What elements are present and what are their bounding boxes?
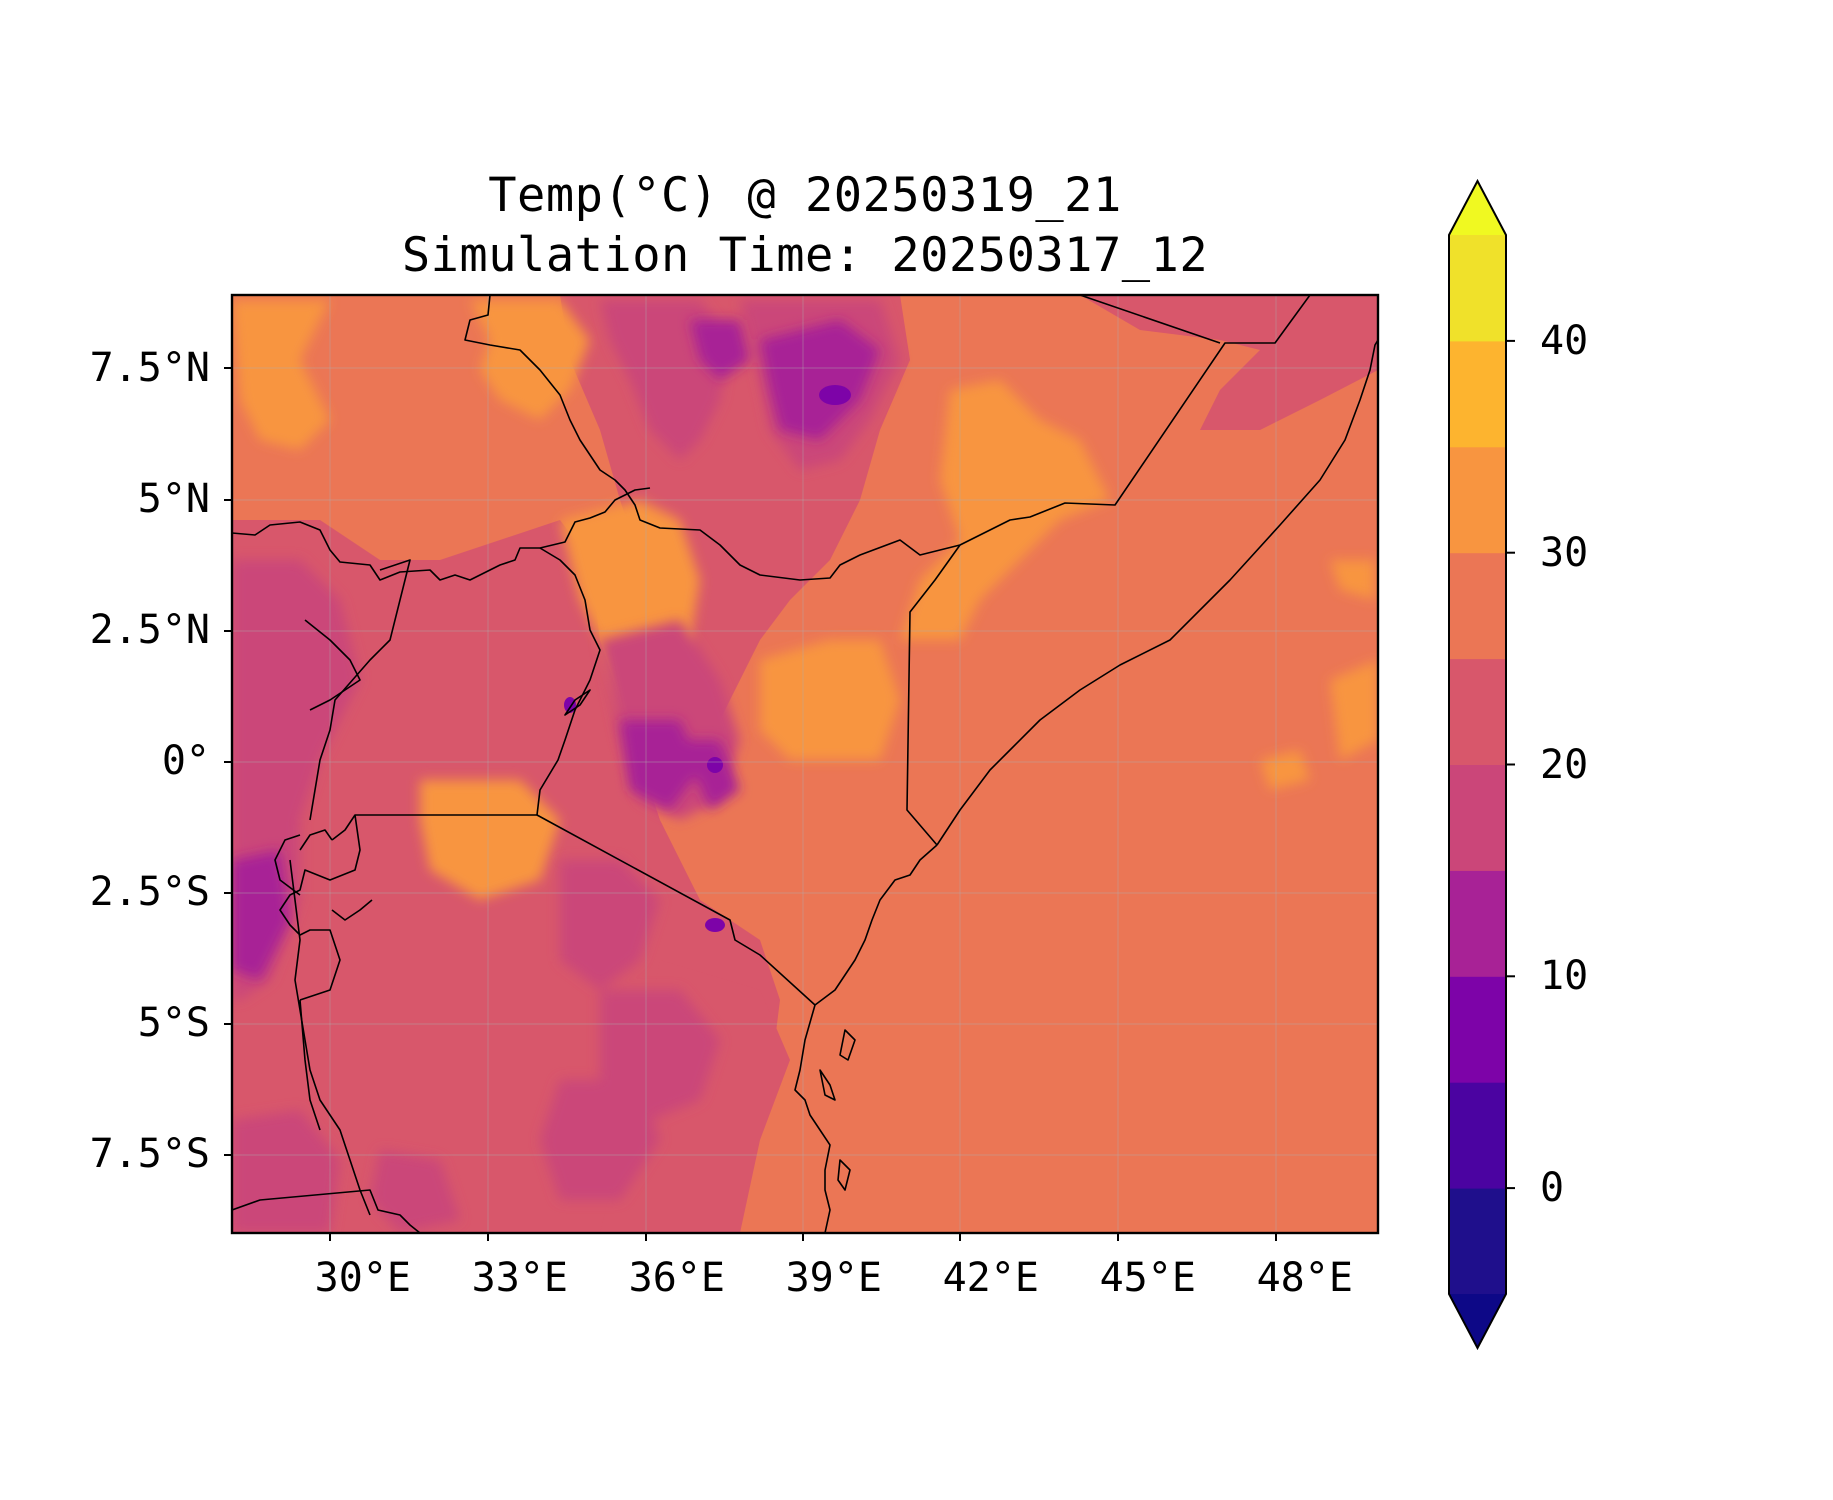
lat-tick-label: 2.5°S	[89, 869, 210, 916]
lat-tick-label: 2.5°N	[89, 607, 210, 654]
colorbar-segment	[1449, 764, 1506, 871]
colorbar-tick-label: 0	[1540, 1165, 1565, 1212]
temp-region-20-25-ne	[1080, 295, 1378, 430]
colorbar-outline	[1448, 178, 1507, 1351]
colorbar-segment	[1449, 870, 1506, 977]
temp-region-5-10	[564, 385, 851, 932]
colorbar-tick-label: 30	[1540, 529, 1589, 576]
colorbar	[1448, 178, 1515, 1351]
lon-tick-label: 48°E	[1256, 1255, 1353, 1301]
colorbar-tick-label: 10	[1540, 953, 1589, 1000]
map-gridlines	[232, 295, 1378, 1233]
lon-tick-label: 36°E	[628, 1255, 725, 1301]
lon-tick-label: 39°E	[785, 1255, 882, 1301]
colorbar-segment	[1449, 976, 1506, 1083]
colorbar-segment	[1449, 552, 1506, 660]
colorbar-segment	[1449, 446, 1506, 554]
chart-title-line1: Temp(°C) @ 20250319_21	[488, 168, 1122, 223]
coastline-and-lakes	[289, 339, 1378, 1233]
lon-tick-label: 30°E	[314, 1255, 411, 1301]
map-frame	[230, 293, 1380, 1235]
colorbar-tick-label: 40	[1540, 317, 1589, 364]
lat-tick-label: 7.5°S	[89, 1131, 210, 1178]
temp-region-30-35	[232, 300, 1378, 900]
temp-region-10-15	[232, 320, 880, 980]
country-borders	[232, 295, 1311, 1233]
lat-tick-label: 5°S	[137, 1000, 210, 1047]
colorbar-segment	[1449, 340, 1506, 448]
colorbar-segment	[1449, 1188, 1506, 1295]
map-axis-ticks	[224, 367, 1277, 1241]
lon-tick-label: 42°E	[942, 1255, 1039, 1301]
lat-tick-label: 0°	[161, 738, 210, 785]
chart-title-line2: Simulation Time: 20250317_12	[401, 228, 1209, 283]
colorbar-segment	[1449, 1082, 1506, 1189]
colorbar-under-arrow	[1449, 1294, 1506, 1348]
lat-tick-label: 5°N	[137, 476, 210, 523]
colorbar-over-arrow	[1449, 181, 1506, 235]
lon-tick-label: 45°E	[1099, 1255, 1196, 1301]
colorbar-segment	[1449, 235, 1506, 342]
lon-tick-label: 33°E	[471, 1255, 568, 1301]
colorbar-tick-label: 20	[1540, 741, 1589, 788]
temperature-field	[232, 295, 1378, 1233]
lat-tick-label: 7.5°N	[89, 345, 210, 392]
colorbar-segment	[1449, 658, 1506, 765]
